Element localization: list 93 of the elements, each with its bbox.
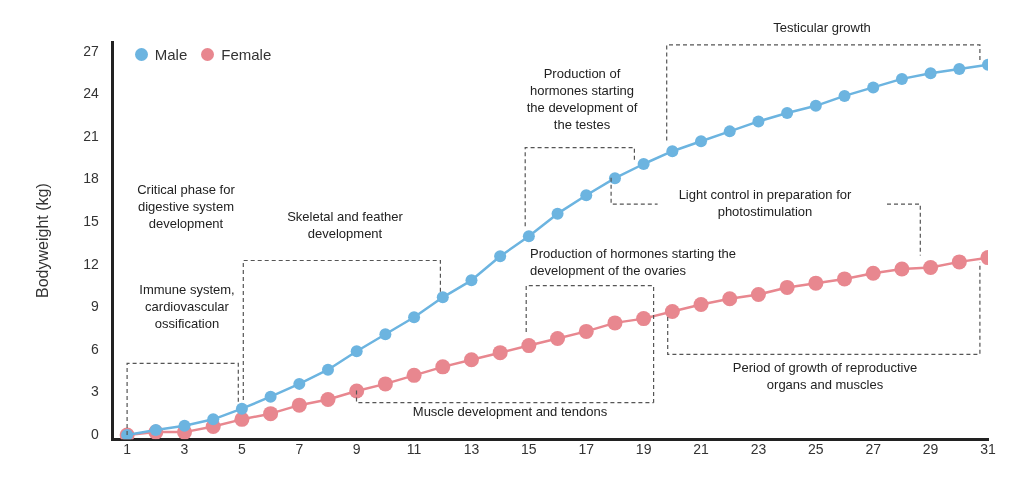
point <box>207 413 220 426</box>
point <box>492 345 508 361</box>
point <box>924 67 937 80</box>
x-tick-label: 21 <box>693 441 710 458</box>
y-tick-label: 0 <box>90 425 99 442</box>
y-tick-label: 15 <box>83 213 99 230</box>
x-tick-label: 31 <box>980 441 996 458</box>
y-tick-label: 24 <box>83 85 99 102</box>
y-tick-label: 18 <box>83 170 99 187</box>
point <box>235 402 248 415</box>
legend-label: Male <box>154 46 188 63</box>
point <box>695 135 708 148</box>
point <box>522 230 535 243</box>
annotation: Period of growth of reproductive organs and muscles <box>731 359 919 393</box>
point <box>291 397 307 413</box>
x-tick-label: 27 <box>865 441 882 458</box>
x-tick-label: 29 <box>922 441 939 458</box>
point <box>838 89 851 102</box>
y-tick-label: 6 <box>90 340 99 357</box>
point <box>953 62 966 75</box>
legend-label: Female <box>221 46 272 63</box>
x-tick-label: 5 <box>238 441 247 458</box>
point <box>349 383 365 399</box>
point <box>234 411 250 427</box>
y-tick-label: 12 <box>83 255 99 272</box>
annotation: Muscle development and tendons <box>411 403 609 420</box>
point <box>722 291 738 307</box>
x-tick-label: 17 <box>578 441 595 458</box>
point <box>895 72 908 85</box>
point <box>436 291 449 304</box>
annotation: Production of hormones starting the development of the testes <box>525 65 639 133</box>
y-tick-label: 27 <box>83 42 99 59</box>
y-axis-title: Bodyweight (kg) <box>34 183 52 298</box>
point <box>350 345 363 358</box>
point <box>551 207 564 220</box>
x-tick-label: 23 <box>750 441 767 458</box>
x-tick-label: 7 <box>295 441 304 458</box>
annotation: Critical phase for digestive system development <box>136 181 236 232</box>
x-tick-label: 1 <box>123 441 132 458</box>
annotation: Immune system, cardiovascular ossification <box>138 281 236 332</box>
point <box>723 125 736 138</box>
point <box>178 419 191 432</box>
point <box>494 250 507 263</box>
y-tick-label: 3 <box>90 383 99 400</box>
point <box>636 311 652 327</box>
y-tick-label: 9 <box>90 298 99 315</box>
point <box>463 352 479 368</box>
point <box>264 390 277 403</box>
point <box>637 158 650 170</box>
point <box>377 376 393 392</box>
x-tick-label: 3 <box>180 441 189 458</box>
x-tick-label: 15 <box>521 441 537 458</box>
point <box>550 330 566 346</box>
point <box>752 115 765 128</box>
point <box>808 275 824 291</box>
point <box>809 99 822 112</box>
x-tick-label: 25 <box>808 441 824 458</box>
point <box>750 287 766 303</box>
point <box>867 81 880 94</box>
point <box>320 391 336 407</box>
point <box>779 279 795 295</box>
point <box>580 189 593 202</box>
annotation: Light control in preparation for photostimulation <box>677 186 853 220</box>
point <box>149 423 162 436</box>
y-tick-label: 21 <box>83 127 99 144</box>
point <box>408 311 421 324</box>
annotation: Production of hormones starting the development of the ovaries <box>530 245 737 279</box>
point <box>263 406 279 422</box>
point <box>521 338 537 354</box>
point <box>406 367 422 383</box>
point <box>578 323 594 339</box>
point <box>781 106 794 119</box>
point <box>923 260 939 276</box>
point <box>664 304 680 320</box>
annotation: Skeletal and feather development <box>286 208 404 242</box>
point <box>837 271 853 287</box>
x-tick-label: 9 <box>352 441 361 458</box>
point <box>608 172 621 185</box>
point <box>293 377 306 390</box>
point <box>321 363 334 376</box>
x-tick-label: 11 <box>406 441 422 458</box>
point <box>435 359 451 375</box>
point <box>865 265 881 281</box>
text: Testicular growth <box>772 19 872 36</box>
point <box>693 296 709 312</box>
x-tick-label: 13 <box>463 441 480 458</box>
point <box>951 254 967 270</box>
point <box>666 145 679 158</box>
point <box>894 261 910 277</box>
point <box>465 274 478 287</box>
point <box>607 315 623 331</box>
x-tick-label: 19 <box>635 441 652 458</box>
point <box>379 328 392 341</box>
